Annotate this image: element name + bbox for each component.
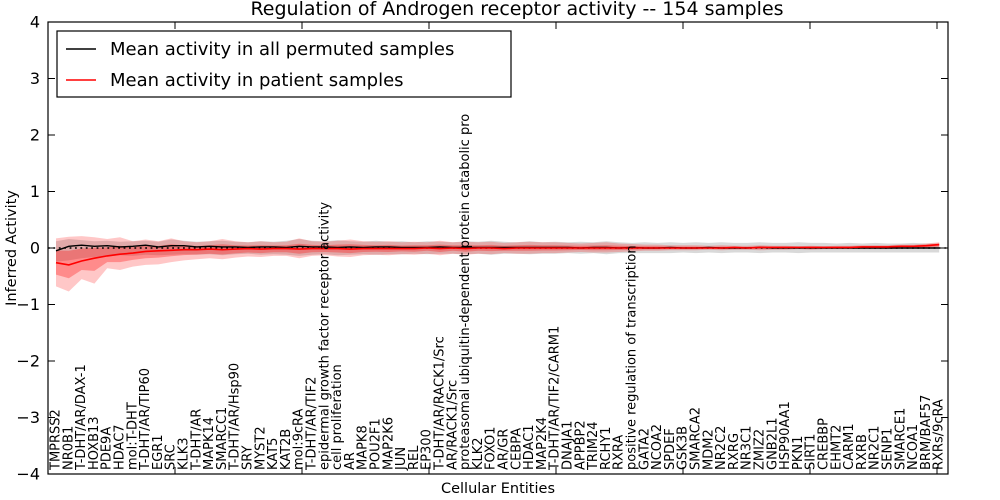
x-tick-label: RXRs/9cRA <box>932 399 947 470</box>
x-tick-label: CEBPA <box>509 428 524 470</box>
x-tick-label: T-DHT/AR/DAX-1 <box>74 364 89 471</box>
x-tick-label: T-DHT/AR/TIP60 <box>138 368 153 471</box>
x-tick-label: SMARCC1 <box>215 407 230 470</box>
x-tick-label: EP300 <box>420 429 435 470</box>
y-axis-label: Inferred Activity <box>4 190 20 306</box>
x-tick-label: T-DHT/AR/TIF2 <box>305 377 320 471</box>
y-tick-label: −1 <box>16 295 40 314</box>
data-layer <box>48 236 948 292</box>
x-tick-label: TMPRSS2 <box>49 409 64 471</box>
x-tick-label: ZMIZ2 <box>753 429 768 470</box>
x-tick-label: GATA2 <box>637 428 652 470</box>
x-tick-label: HOXB13 <box>87 416 102 470</box>
x-tick-label: KAT2B <box>279 429 294 470</box>
x-tick-label: RXRG <box>727 433 742 470</box>
x-tick-label: RCHY1 <box>599 427 614 470</box>
x-tick-label: PDE9A <box>100 427 115 470</box>
legend-box <box>56 30 512 98</box>
x-tick-label: NCOA1 <box>906 424 921 470</box>
x-tick-label: mol:T-DHT <box>125 402 140 470</box>
patient-band-outer <box>56 236 940 292</box>
x-tick-label: RXRA <box>612 435 627 470</box>
y-tick-label: −3 <box>16 408 40 427</box>
x-tick-label: FOXO1 <box>484 427 499 470</box>
x-tick-label: SRC <box>164 444 179 470</box>
x-tick-label: GNB2L1 <box>765 417 780 470</box>
x-tick-label: MAPK8 <box>356 425 371 470</box>
legend: Mean activity in all permuted samples Me… <box>56 30 512 98</box>
x-tick-label: cell proliferation <box>330 364 345 470</box>
x-tick-label: AR <box>343 452 358 470</box>
y-tick-label: −2 <box>16 352 40 371</box>
x-tick-label: CARM1 <box>842 424 857 471</box>
x-tick-label: SMARCA2 <box>689 407 704 470</box>
x-tick-label: positive regulation of transcription <box>625 245 640 470</box>
x-tick-label: EHMT2 <box>829 425 844 470</box>
x-tick-label: NR3C1 <box>740 426 755 470</box>
x-tick-label: SIRT1 <box>804 434 819 470</box>
y-tick-label: −4 <box>16 465 40 484</box>
x-tick-label: mol:9cRA <box>292 408 307 470</box>
x-tick-label: MAPK14 <box>202 417 217 470</box>
x-tick-label: epidermal growth factor receptor activit… <box>317 202 332 470</box>
permuted-band <box>56 239 940 262</box>
x-tick-label: JUN <box>394 447 409 471</box>
patient-mean-line <box>55 243 940 266</box>
x-tick-label: EGR1 <box>151 434 166 470</box>
x-tick-label: SPDEF <box>663 428 678 470</box>
x-tick-label: TRIM24 <box>586 421 601 471</box>
x-tick-label: PKN1 <box>791 436 806 470</box>
x-tick-label: SMARCE1 <box>893 408 908 470</box>
x-tick-label: HSP90AA1 <box>778 401 793 470</box>
x-tick-label: T-DHT/AR/Hsp90 <box>228 363 243 471</box>
y-tick-label: 4 <box>30 13 40 32</box>
x-tick-label: KAT5 <box>266 438 281 470</box>
x-tick-label: T-DHT/AR/TIF2/CARM1 <box>548 326 563 471</box>
x-tick-label: AR/GR <box>497 429 512 470</box>
chart-title: Regulation of Androgen receptor activity… <box>250 0 783 20</box>
y-tick-label: 3 <box>30 69 40 88</box>
x-tick-label: SRY <box>241 446 256 470</box>
x-tick-label: BRM/BAF57 <box>919 395 934 470</box>
x-tick-label: T-DHT/AR <box>189 409 204 471</box>
x-tick-label: MAP2K4 <box>535 417 550 470</box>
x-tick-label: GSK3B <box>676 426 691 470</box>
y-tick-label: 0 <box>30 239 40 258</box>
x-tick-label: DNAJA1 <box>561 421 576 470</box>
x-tick-label: HDAC1 <box>522 424 537 470</box>
x-tick-label: RXRB <box>855 434 870 470</box>
x-axis-label: Cellular Entities <box>441 481 555 497</box>
x-tick-label: NR2C2 <box>714 426 729 470</box>
x-tick-label: MDM2 <box>701 429 716 470</box>
legend-label-patient: Mean activity in patient samples <box>110 70 404 91</box>
x-tick-label: POU2F1 <box>369 418 384 470</box>
legend-label-permuted: Mean activity in all permuted samples <box>110 39 454 60</box>
x-tick-label: KLK3 <box>177 437 192 470</box>
x-tick-label: REL <box>407 445 422 470</box>
x-tick-label: SENP1 <box>881 428 896 470</box>
axes-layer: 43210−1−2−3−4TMPRSS2NR0B1T-DHT/AR/DAX-1H… <box>16 13 949 484</box>
patient-band-inner <box>56 243 940 279</box>
x-tick-label: NR2C1 <box>868 426 883 470</box>
x-tick-label: T-DHT/AR/RACK1/Src <box>433 336 448 471</box>
x-tick-label: CREBBP <box>817 418 832 470</box>
x-tick-label: APPBP2 <box>573 420 588 470</box>
x-tick-label: AR/RACK1/Src <box>445 380 460 470</box>
x-tick-label: MAP2K6 <box>381 417 396 470</box>
x-tick-label: HDAC7 <box>113 424 128 470</box>
x-tick-label: NR0B1 <box>61 426 76 470</box>
x-tick-label: MYST2 <box>253 426 268 470</box>
x-tick-label: proteasomal ubiquitin-dependent protein … <box>458 114 473 470</box>
x-tick-label: KLK2 <box>471 437 486 470</box>
x-tick-label: NCOA2 <box>650 424 665 470</box>
y-tick-label: 2 <box>30 126 40 145</box>
y-tick-label: 1 <box>30 182 40 201</box>
